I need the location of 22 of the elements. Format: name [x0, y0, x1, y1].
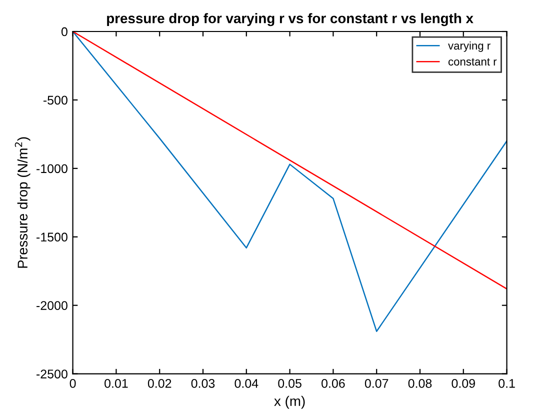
x-tick-label: 0.06 [322, 378, 345, 388]
y-tick-label: -500 [43, 96, 68, 105]
x-tick-label: 0.07 [364, 378, 388, 388]
y-tick-label: -2500 [36, 370, 68, 378]
x-tick-label: 0.02 [148, 378, 172, 388]
x-tick-label: 0.04 [234, 378, 258, 388]
x-tick-label: 0.09 [452, 378, 475, 388]
chart-title: pressure drop for varying r vs for constant r vs length x [107, 13, 474, 26]
legend-label: constant r [448, 58, 497, 66]
y-tick-label: 0 [61, 27, 68, 36]
x-tick-label: 0.01 [104, 378, 128, 388]
x-tick-label: 0 [70, 378, 76, 388]
x-tick-label: 0.05 [278, 378, 302, 388]
x-tick-label: 0.03 [191, 378, 215, 388]
x-tick-label: 0.08 [408, 378, 432, 388]
y-tick-label: -1000 [36, 164, 68, 174]
x-tick-label: 0.1 [498, 378, 515, 388]
legend-label: varying r [448, 42, 490, 52]
y-axis-title: Pressure drop (N/m$^{2}$) [14, 137, 30, 268]
x-axis-title: x (m) [274, 396, 305, 409]
y-tick-label: -1500 [36, 232, 68, 242]
y-tick-label: -2000 [36, 301, 68, 310]
